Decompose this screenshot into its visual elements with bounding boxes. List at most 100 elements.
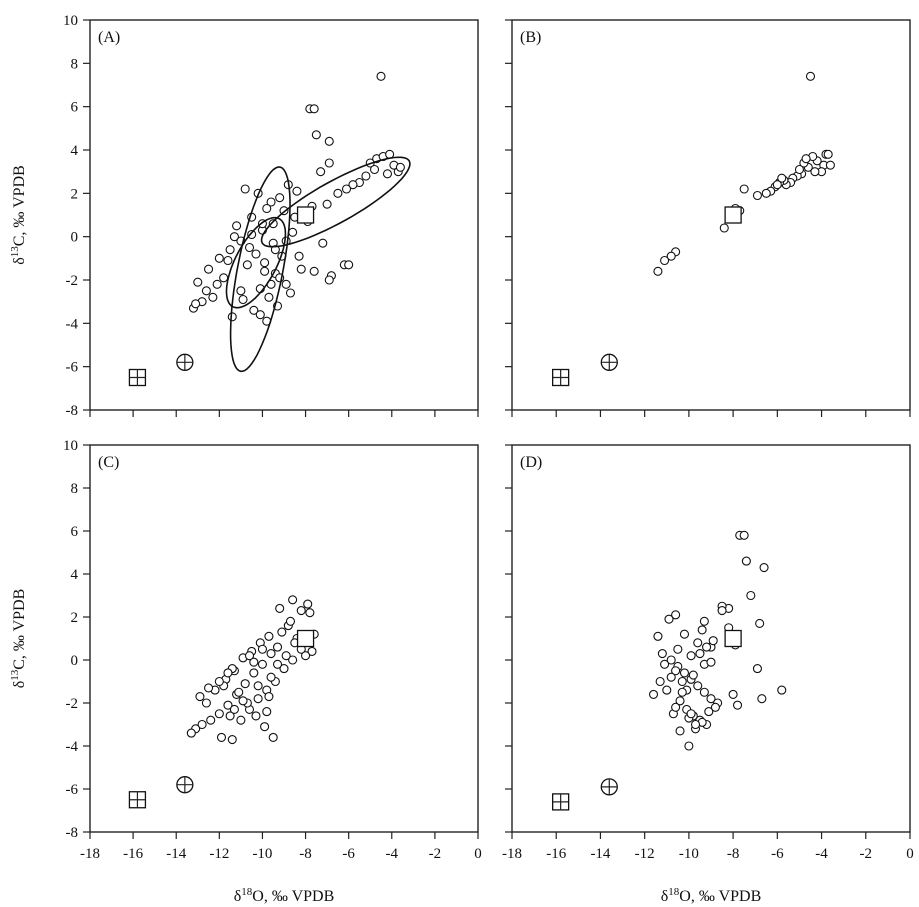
data-point xyxy=(655,676,665,687)
data-point xyxy=(186,728,196,738)
y-tick-label-a: -2 xyxy=(66,273,79,289)
data-point xyxy=(251,249,261,259)
data-point xyxy=(673,644,683,654)
data-layer-c xyxy=(186,595,319,745)
data-point xyxy=(755,618,765,629)
data-point xyxy=(395,162,405,172)
data-point xyxy=(739,184,749,194)
data-point xyxy=(739,530,749,540)
data-point xyxy=(266,648,276,659)
data-point xyxy=(706,657,716,667)
y-tick-label-a: 8 xyxy=(71,56,79,72)
data-point xyxy=(229,704,239,715)
data-point xyxy=(322,199,332,209)
data-point xyxy=(247,229,257,240)
data-point xyxy=(801,154,811,164)
data-point xyxy=(262,203,272,214)
data-point xyxy=(648,689,659,699)
data-point xyxy=(255,310,265,320)
y-tick-label-c: 2 xyxy=(71,610,79,626)
data-point xyxy=(260,258,270,268)
data-point xyxy=(303,599,313,609)
data-point xyxy=(214,676,224,687)
panel-label-b: (B) xyxy=(520,29,541,46)
data-point xyxy=(679,629,690,639)
data-point xyxy=(195,691,205,702)
data-point xyxy=(193,277,203,287)
data-point xyxy=(728,689,738,699)
data-point xyxy=(307,646,317,656)
data-point xyxy=(257,659,267,669)
data-point xyxy=(285,616,296,626)
data-point xyxy=(260,266,270,276)
y-tick-label-c: 0 xyxy=(71,653,79,669)
data-point xyxy=(253,681,263,691)
data-point xyxy=(657,648,667,659)
data-point xyxy=(794,164,804,175)
x-tick-label-c: -8 xyxy=(299,846,312,862)
x-tick-label-d: -14 xyxy=(590,846,610,862)
data-point xyxy=(204,264,214,274)
data-point xyxy=(272,642,283,652)
data-point xyxy=(677,687,687,697)
group-ellipse xyxy=(229,166,291,373)
data-point xyxy=(666,655,676,665)
y-tick-label-c: -4 xyxy=(66,739,79,755)
data-point xyxy=(223,668,233,678)
x-tick-label-d: -18 xyxy=(502,846,522,862)
data-point xyxy=(275,193,285,203)
data-point xyxy=(257,644,267,654)
y-tick-label-a: -8 xyxy=(66,403,79,419)
y-tick-label-c: -6 xyxy=(66,782,79,798)
x-tick-label-d: -6 xyxy=(771,846,784,862)
data-point xyxy=(688,670,698,680)
data-point xyxy=(227,312,237,322)
data-point xyxy=(777,685,787,695)
data-point xyxy=(292,186,302,196)
y-tick-label-c: -8 xyxy=(66,825,79,841)
x-tick-label-c: -18 xyxy=(80,846,100,862)
data-point xyxy=(244,651,255,661)
y-tick-label-a: 6 xyxy=(71,100,79,116)
data-point xyxy=(708,636,718,646)
data-point xyxy=(268,732,278,742)
data-point xyxy=(288,595,298,605)
plot-frame-a xyxy=(89,19,479,411)
data-point xyxy=(223,255,233,266)
data-layer-a xyxy=(188,71,411,373)
plot-frame-c xyxy=(89,444,479,833)
data-point xyxy=(266,197,276,207)
data-point xyxy=(238,294,248,305)
data-point xyxy=(333,188,343,198)
data-point xyxy=(279,664,289,674)
data-point xyxy=(268,219,278,229)
x-tick-label-d: -16 xyxy=(546,846,566,862)
data-point xyxy=(229,232,239,242)
panel-label-d: (D) xyxy=(520,454,542,471)
data-point xyxy=(759,562,769,573)
data-point xyxy=(702,642,712,652)
data-point xyxy=(660,255,670,266)
data-point xyxy=(214,709,224,719)
data-point xyxy=(249,668,259,678)
x-tick-label-d: -12 xyxy=(635,846,655,862)
data-point xyxy=(212,279,222,289)
panel-label-a: (A) xyxy=(98,29,120,46)
data-point xyxy=(825,160,835,170)
data-point xyxy=(344,260,354,270)
data-point xyxy=(296,605,306,616)
data-point xyxy=(660,659,670,669)
square-cross-marker xyxy=(128,368,147,387)
panel-label-c: (C) xyxy=(98,454,119,471)
x-tick-label-c: -14 xyxy=(166,846,186,862)
y-tick-label-a: 4 xyxy=(71,143,79,159)
data-point xyxy=(249,657,259,667)
y-tick-label-a: 2 xyxy=(71,186,79,202)
data-point xyxy=(677,676,687,687)
x-tick-label-c: -2 xyxy=(429,846,442,862)
data-point xyxy=(275,603,285,613)
data-point xyxy=(699,616,709,626)
data-point xyxy=(216,732,227,742)
data-point xyxy=(251,711,261,721)
data-point xyxy=(324,275,334,285)
